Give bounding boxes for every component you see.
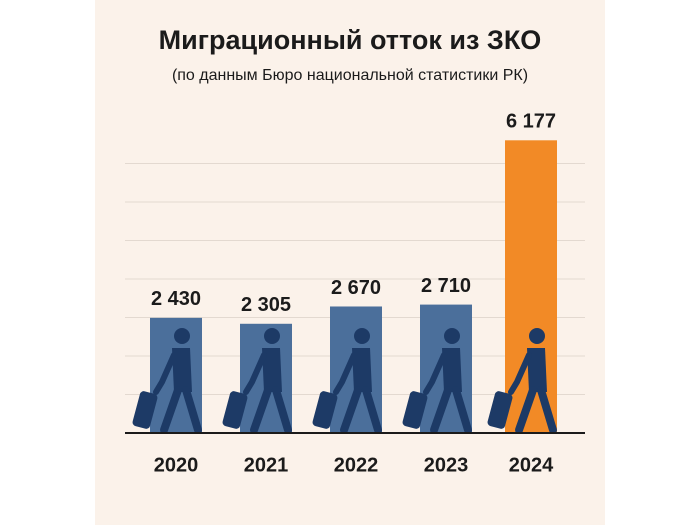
icon-body — [527, 348, 547, 392]
icon-body — [352, 348, 372, 392]
value-label: 2 305 — [241, 294, 291, 316]
value-label: 2 670 — [331, 277, 381, 299]
icon-suitcase — [402, 391, 428, 429]
icon-suitcase — [312, 391, 338, 429]
icon-body — [172, 348, 192, 392]
value-label: 6 177 — [506, 111, 556, 133]
icon-body — [262, 348, 282, 392]
x-tick-label: 2021 — [244, 454, 289, 476]
icon-legs — [430, 386, 472, 434]
icon-head — [264, 328, 280, 344]
icon-arm — [153, 352, 177, 395]
icon-suitcase — [132, 391, 158, 429]
x-tick-label: 2022 — [334, 454, 379, 476]
icon-legs — [340, 386, 382, 434]
icon-arm — [508, 352, 532, 395]
icon-arm — [333, 352, 357, 395]
icon-head — [354, 328, 370, 344]
value-label: 2 430 — [151, 288, 201, 310]
traveler-icon — [312, 328, 382, 434]
traveler-icon — [222, 328, 292, 434]
icon-legs — [515, 386, 557, 434]
x-tick-label: 2023 — [424, 454, 469, 476]
icon-legs — [160, 386, 202, 434]
icon-arm — [243, 352, 267, 395]
traveler-icon — [402, 328, 472, 434]
icon-head — [174, 328, 190, 344]
icon-suitcase — [222, 391, 248, 429]
icon-body — [442, 348, 462, 392]
icon-head — [529, 328, 545, 344]
traveler-icon — [132, 328, 202, 434]
x-tick-label: 2024 — [509, 454, 554, 476]
value-label: 2 710 — [421, 275, 471, 297]
icon-head — [444, 328, 460, 344]
x-tick-label: 2020 — [154, 454, 199, 476]
chart-subtitle: (по данным Бюро национальной статистики … — [172, 67, 528, 84]
icon-suitcase — [487, 391, 513, 429]
traveler-icon — [487, 328, 557, 434]
icon-legs — [250, 386, 292, 434]
icon-arm — [423, 352, 447, 395]
chart-title: Миграционный отток из ЗКО — [159, 25, 542, 55]
